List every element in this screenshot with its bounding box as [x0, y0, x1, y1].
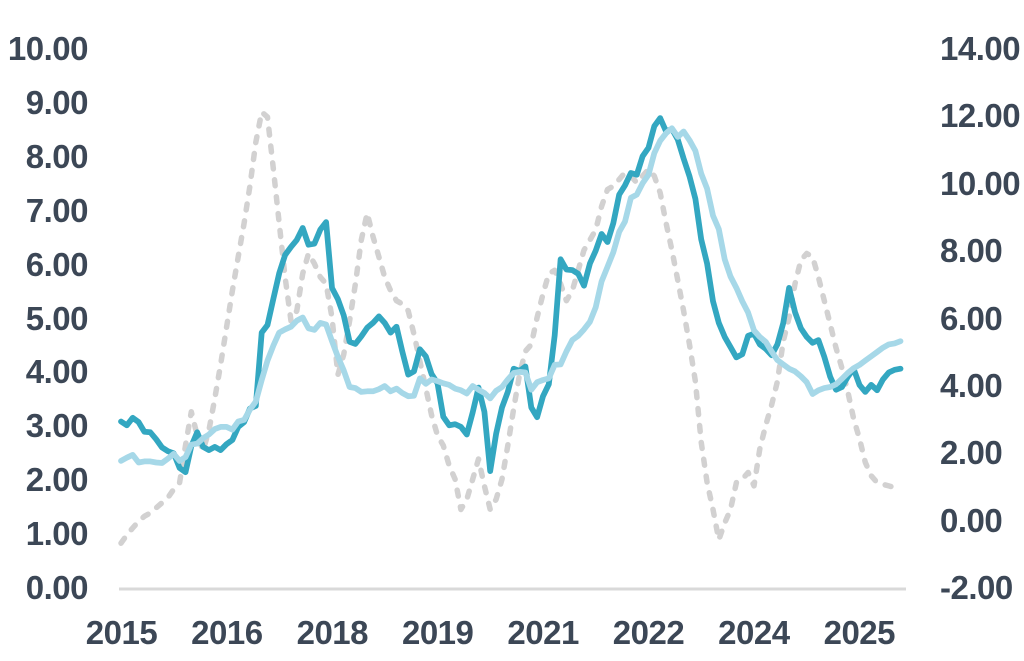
gray-dashed-line — [118, 109, 904, 546]
y-axis-left-tick-label: 0.00 — [25, 569, 89, 606]
x-axis-tick-label: 2016 — [191, 614, 263, 651]
y-axis-left-tick-label: 10.00 — [7, 30, 89, 67]
x-axis-tick-label: 2024 — [718, 614, 790, 651]
y-axis-left-tick-label: 3.00 — [25, 407, 89, 445]
y-axis-right-tick-label: 12.00 — [940, 97, 1021, 135]
y-axis-left-tick-label: 1.00 — [25, 515, 89, 553]
x-axis-tick-label: 2025 — [823, 614, 896, 651]
y-axis-right-tick-label: -2.00 — [940, 569, 1013, 606]
y-axis-right-tick-label: 0.00 — [940, 501, 1003, 539]
x-axis-tick-label: 2015 — [85, 614, 158, 651]
y-axis-left-tick-label: 7.00 — [25, 191, 89, 229]
x-axis-tick-label: 2021 — [507, 614, 579, 651]
y-axis-left-tick-label: 4.00 — [25, 353, 89, 391]
y-axis-right-tick-label: 6.00 — [940, 299, 1003, 337]
y-axis-right-tick-label: 10.00 — [940, 164, 1021, 202]
y-axis-right-tick-label: 4.00 — [940, 366, 1003, 404]
y-axis-right-tick-label: 2.00 — [940, 434, 1003, 472]
y-axis-right-tick-label: 8.00 — [940, 232, 1003, 270]
y-axis-left-tick-label: 6.00 — [25, 245, 89, 283]
x-axis-tick-label: 2018 — [296, 614, 369, 651]
y-axis-left-tick-label: 9.00 — [25, 83, 89, 121]
light-blue-solid-line — [118, 125, 904, 466]
y-axis-left-tick-label: 8.00 — [25, 137, 89, 175]
y-axis-right-tick-label: 14.00 — [940, 30, 1021, 67]
y-axis-left-tick-label: 2.00 — [25, 461, 89, 499]
x-axis-tick-label: 2019 — [401, 614, 474, 651]
y-axis-left-tick-label: 5.00 — [25, 299, 89, 337]
x-axis-tick-label: 2022 — [612, 614, 685, 651]
